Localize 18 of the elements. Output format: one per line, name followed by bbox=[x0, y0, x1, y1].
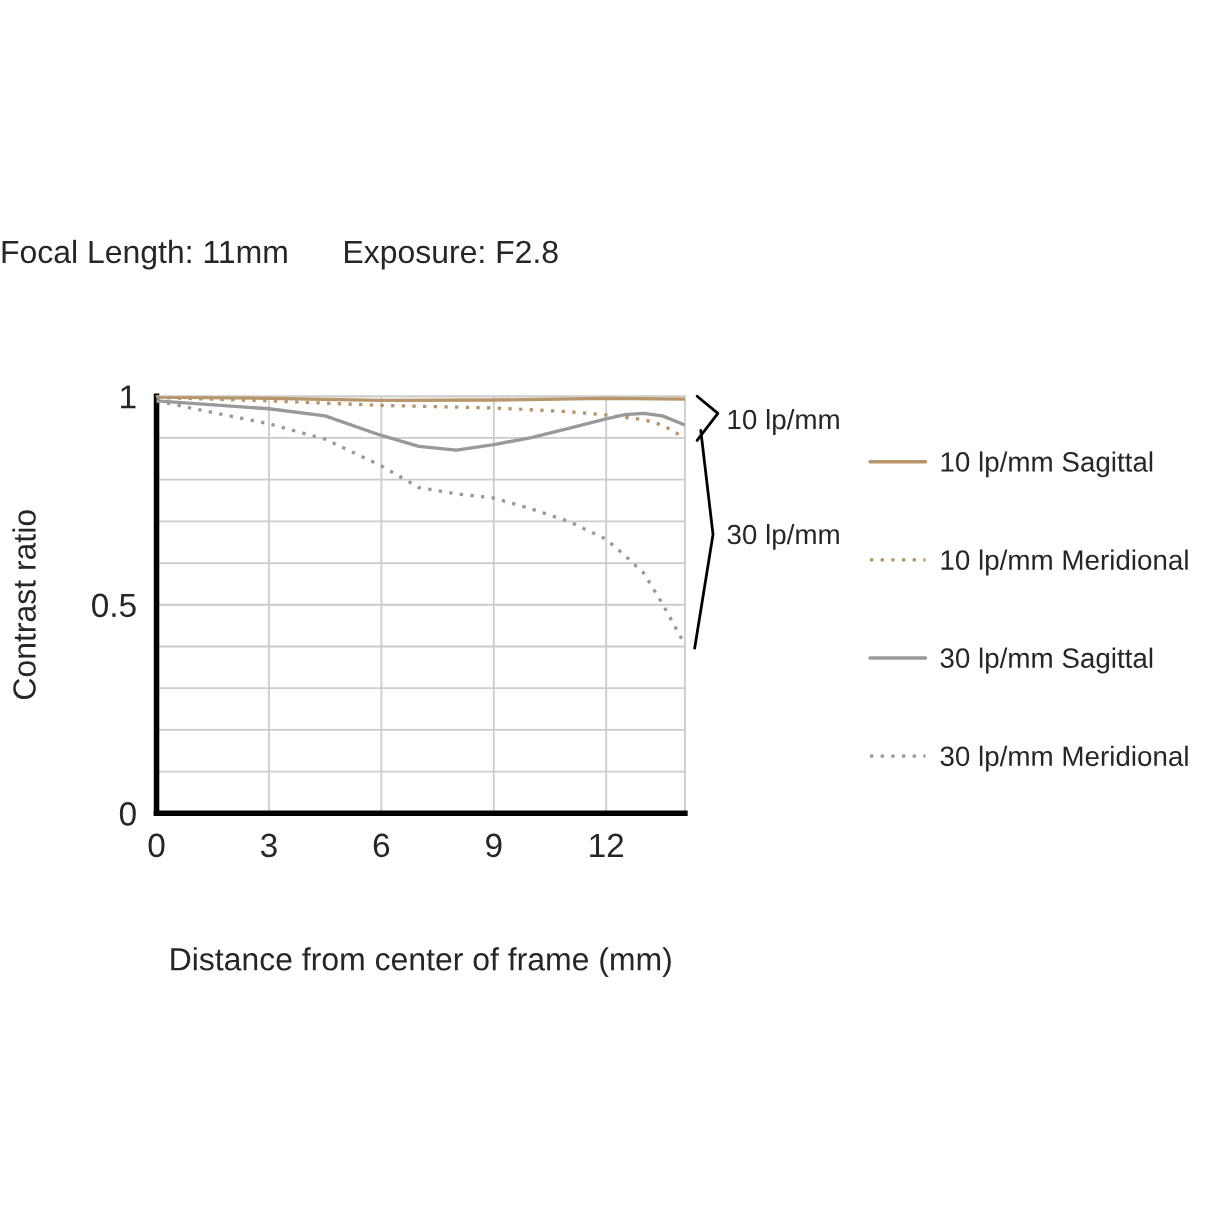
legend-label: 10 lp/mm Meridional bbox=[941, 549, 1188, 576]
x-tick-label: 3 bbox=[260, 833, 277, 858]
x-tick-label: 0 bbox=[148, 833, 165, 858]
y-tick-label: 0.5 bbox=[92, 593, 136, 618]
y-tick-label: 1 bbox=[121, 385, 136, 409]
y-tick-label: 0 bbox=[119, 802, 136, 826]
legend-label: 30 lp/mm Sagittal bbox=[940, 647, 1153, 674]
legend-label: 30 lp/mm Meridional bbox=[940, 745, 1188, 772]
x-axis-title: Distance from center of frame (mm) bbox=[171, 947, 671, 977]
x-tick-label: 9 bbox=[486, 833, 502, 858]
chart-title: Focal Length: 11mm bbox=[2, 239, 287, 270]
legend-label: 10 lp/mm Sagittal bbox=[941, 451, 1153, 478]
text: 10 lp/mm bbox=[728, 408, 839, 435]
y-axis-title: Contrast ratio bbox=[12, 510, 36, 700]
text: 30 lp/mm bbox=[727, 523, 839, 550]
x-tick-label: 12 bbox=[590, 833, 624, 857]
chart-subtitle: Exposure: F2.8 bbox=[345, 240, 558, 270]
x-tick-label: 6 bbox=[373, 833, 390, 858]
